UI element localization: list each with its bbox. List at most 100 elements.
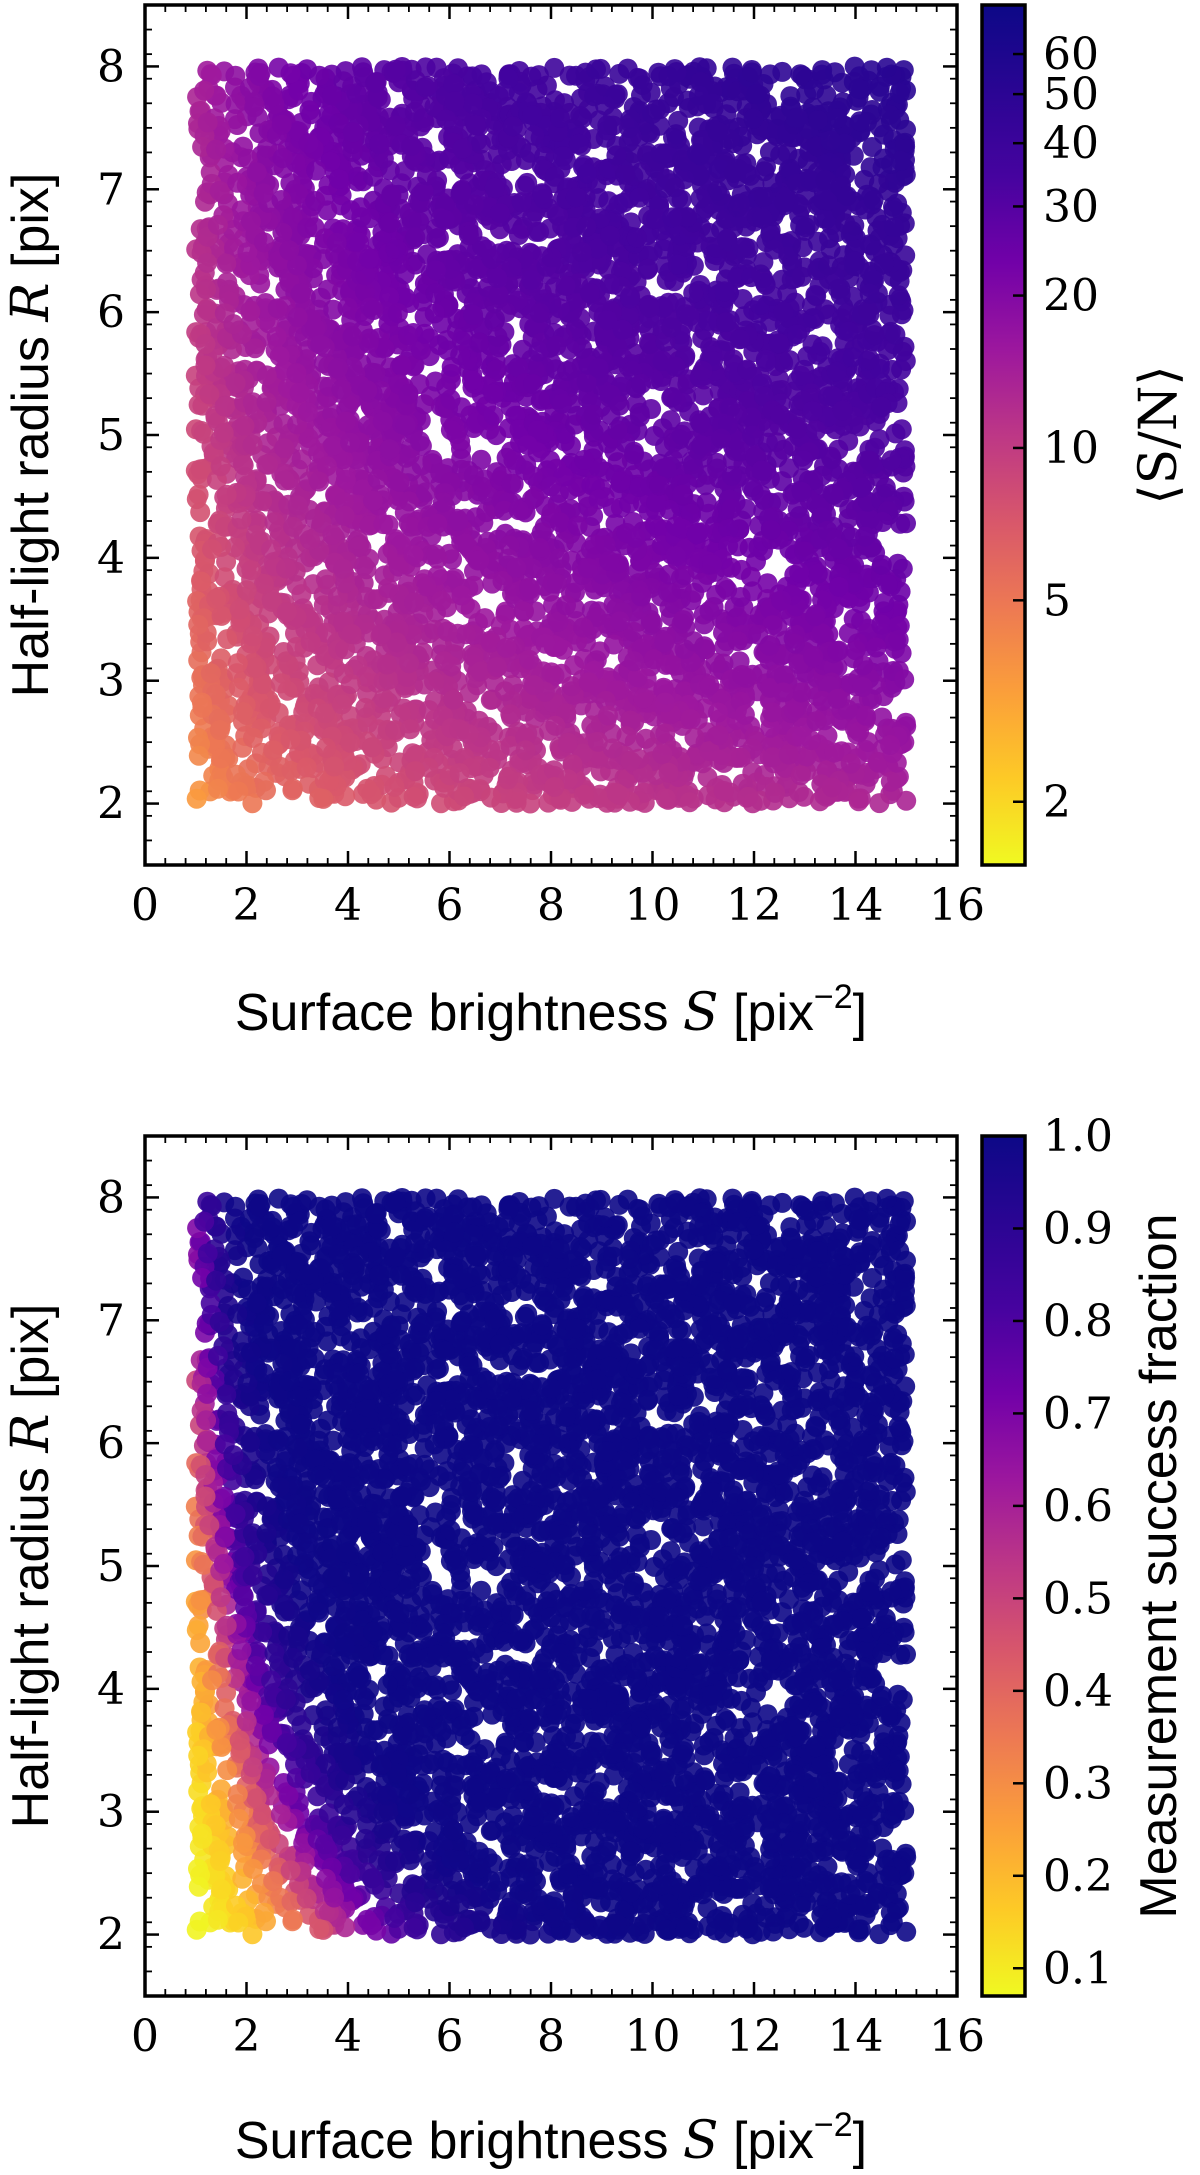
scatter-point (369, 134, 390, 155)
scatter-point (576, 372, 597, 393)
scatter-points-sn (185, 56, 917, 814)
scatter-point (243, 727, 263, 748)
scatter-point (211, 357, 232, 378)
scatter-point (556, 595, 576, 616)
scatter-point (708, 702, 728, 723)
scatter-point (853, 655, 874, 676)
scatter-point (723, 162, 744, 183)
scatter-point (818, 304, 839, 325)
scatter-point (288, 183, 309, 204)
scatter-point (654, 632, 675, 653)
scatter-point (891, 359, 912, 380)
scatter-point (869, 793, 890, 814)
scatter-point (606, 783, 627, 804)
scatter-point (315, 622, 336, 643)
scatter-point (665, 356, 686, 377)
scatter-point (879, 305, 900, 326)
scatter-point (588, 358, 609, 379)
scatter-point (231, 509, 252, 530)
scatter-point (555, 275, 576, 296)
scatter-point (717, 228, 737, 249)
scatter-point (631, 85, 651, 106)
scatter-point (379, 160, 400, 181)
scatter-point (346, 83, 367, 104)
scatter-point (871, 554, 892, 575)
scatter-point (200, 64, 221, 85)
scatter-point (398, 325, 418, 346)
scatter-point (599, 551, 620, 571)
scatter-point (262, 591, 282, 612)
scatter-point (659, 564, 680, 585)
scatter-point (476, 502, 497, 523)
scatter-point (716, 104, 737, 125)
scatter-point (191, 692, 212, 713)
scatter-point (270, 673, 291, 694)
scatter-point (413, 642, 434, 663)
scatter-point (803, 647, 824, 668)
scatter-point (409, 431, 430, 452)
scatter-point (322, 524, 343, 545)
scatter-point (762, 286, 783, 306)
scatter-point (667, 254, 688, 275)
scatter-point (586, 59, 606, 80)
scatter-point (496, 637, 517, 658)
scatter-point (660, 410, 681, 431)
scatter-point (197, 112, 218, 133)
scatter-point (373, 514, 394, 535)
scatter-point (216, 484, 237, 505)
scatter-point (385, 720, 405, 741)
scatter-point (442, 549, 462, 570)
scatter-point (650, 66, 671, 87)
scatter-point (545, 90, 565, 111)
scatter-point (871, 396, 892, 417)
scatter-point (787, 498, 808, 519)
scatter-point (300, 631, 321, 652)
scatter-point (513, 601, 534, 622)
scatter-point (241, 560, 262, 581)
scatter-point (320, 151, 341, 172)
scatter-point (688, 85, 709, 106)
scatter-point (609, 63, 630, 84)
scatter-point (424, 671, 444, 692)
scatter-point (211, 648, 232, 669)
scatter-point (331, 694, 352, 715)
scatter-point (317, 456, 337, 477)
scatter-point (894, 669, 915, 690)
scatter-point (291, 449, 312, 470)
scatter-point (767, 447, 788, 468)
scatter-point (280, 729, 301, 750)
scatter-point (646, 209, 667, 229)
scatter-point (440, 258, 461, 279)
scatter-point (820, 130, 841, 151)
scatter-point (333, 71, 354, 92)
scatter-point (649, 115, 670, 136)
scatter-point (863, 190, 884, 211)
scatter-point (385, 115, 406, 136)
scatter-point (684, 727, 705, 748)
scatter-point (574, 449, 595, 470)
scatter-point (792, 237, 813, 258)
scatter-point (358, 248, 379, 269)
scatter-point (640, 334, 660, 355)
scatter-point (535, 633, 556, 654)
scatter-point (580, 283, 600, 304)
scatter-point (824, 62, 845, 83)
scatter-point (381, 186, 402, 207)
scatter-point (864, 325, 885, 346)
scatter-point (474, 608, 495, 629)
scatter-point (500, 735, 521, 756)
scatter-point (289, 382, 310, 403)
scatter-point (548, 611, 569, 632)
scatter-point (453, 159, 474, 180)
scatter-point (787, 418, 808, 439)
scatter-point (432, 492, 453, 513)
scatter-point (225, 77, 245, 98)
scatter-point (762, 615, 783, 636)
scatter-point (291, 584, 312, 605)
scatter-point (470, 661, 491, 682)
scatter-point (299, 100, 320, 121)
scatter-point (721, 465, 742, 486)
scatter-point (587, 238, 608, 259)
scatter-point (661, 317, 682, 338)
